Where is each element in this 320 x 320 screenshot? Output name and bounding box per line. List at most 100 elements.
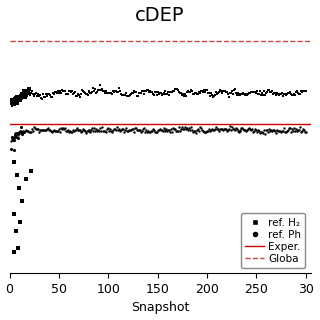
Point bbox=[142, 89, 147, 94]
Point bbox=[242, 128, 247, 133]
Point bbox=[136, 127, 141, 132]
Point bbox=[236, 129, 241, 134]
Point bbox=[135, 127, 140, 132]
Point bbox=[255, 129, 260, 134]
Point bbox=[184, 94, 189, 99]
Point bbox=[138, 130, 143, 135]
Point bbox=[248, 126, 253, 131]
Point bbox=[159, 92, 164, 97]
Point bbox=[232, 128, 237, 133]
Point bbox=[111, 127, 116, 132]
Point bbox=[247, 126, 252, 131]
Point bbox=[189, 127, 195, 132]
Point bbox=[52, 128, 57, 133]
Point bbox=[227, 123, 232, 128]
Point bbox=[240, 92, 245, 97]
Point bbox=[285, 91, 291, 96]
Point bbox=[78, 129, 83, 134]
Point bbox=[155, 127, 160, 132]
Point bbox=[19, 96, 24, 101]
Point bbox=[279, 128, 284, 133]
Point bbox=[12, 134, 17, 139]
Point bbox=[83, 92, 88, 97]
Point bbox=[125, 128, 131, 133]
Point bbox=[166, 89, 171, 94]
Point bbox=[253, 89, 258, 94]
Point bbox=[33, 92, 38, 97]
Point bbox=[29, 129, 34, 134]
Point bbox=[246, 127, 251, 132]
Point bbox=[239, 126, 244, 131]
Point bbox=[117, 128, 123, 133]
Point bbox=[116, 126, 122, 131]
Point bbox=[173, 126, 178, 132]
Point bbox=[298, 89, 303, 94]
Point bbox=[140, 89, 145, 94]
Point bbox=[254, 128, 259, 133]
Point bbox=[84, 91, 89, 96]
Point bbox=[32, 124, 37, 130]
Point bbox=[90, 125, 95, 131]
Title: cDEP: cDEP bbox=[135, 5, 185, 25]
Point bbox=[197, 91, 203, 96]
Point bbox=[265, 128, 270, 133]
Point bbox=[115, 90, 120, 95]
Point bbox=[225, 127, 230, 132]
Point bbox=[17, 94, 22, 99]
Point bbox=[281, 126, 286, 131]
Point bbox=[173, 87, 178, 92]
Point bbox=[160, 128, 165, 133]
Point bbox=[174, 86, 179, 91]
Point bbox=[292, 128, 297, 133]
Point bbox=[182, 93, 187, 98]
Point bbox=[74, 94, 79, 99]
Point bbox=[15, 131, 20, 136]
Point bbox=[101, 129, 106, 134]
Point bbox=[277, 92, 283, 97]
Point bbox=[21, 92, 26, 98]
Point bbox=[102, 89, 107, 94]
Point bbox=[295, 127, 300, 132]
Point bbox=[283, 129, 288, 134]
Point bbox=[65, 128, 70, 133]
Point bbox=[35, 93, 40, 98]
Point bbox=[36, 92, 41, 97]
Point bbox=[93, 129, 98, 134]
Point bbox=[22, 130, 27, 135]
Point bbox=[35, 127, 40, 132]
Point bbox=[213, 125, 218, 130]
Point bbox=[251, 89, 256, 94]
Point bbox=[250, 90, 255, 95]
Point bbox=[193, 128, 198, 133]
Point bbox=[180, 125, 185, 130]
Point bbox=[12, 160, 17, 165]
Point bbox=[51, 128, 56, 133]
Point bbox=[246, 91, 251, 96]
Legend: ref. H₂, ref. Ph, Exper., Globa: ref. H₂, ref. Ph, Exper., Globa bbox=[241, 213, 305, 268]
Point bbox=[13, 130, 18, 135]
Point bbox=[77, 94, 82, 100]
Point bbox=[10, 100, 15, 106]
Point bbox=[271, 90, 276, 95]
Point bbox=[296, 91, 301, 96]
Point bbox=[178, 128, 183, 133]
Point bbox=[102, 128, 107, 133]
Point bbox=[275, 90, 280, 95]
Point bbox=[161, 125, 166, 130]
Point bbox=[203, 89, 208, 94]
Point bbox=[278, 91, 284, 96]
Point bbox=[46, 92, 52, 97]
Point bbox=[21, 128, 26, 133]
Point bbox=[151, 92, 156, 97]
Point bbox=[128, 127, 133, 132]
Point bbox=[16, 245, 21, 250]
Point bbox=[63, 91, 68, 96]
Point bbox=[87, 128, 92, 133]
Point bbox=[136, 91, 141, 96]
Point bbox=[126, 93, 132, 98]
Point bbox=[179, 91, 184, 96]
Point bbox=[95, 129, 100, 134]
Point bbox=[240, 125, 245, 131]
Point bbox=[134, 93, 140, 98]
Point bbox=[56, 126, 61, 132]
